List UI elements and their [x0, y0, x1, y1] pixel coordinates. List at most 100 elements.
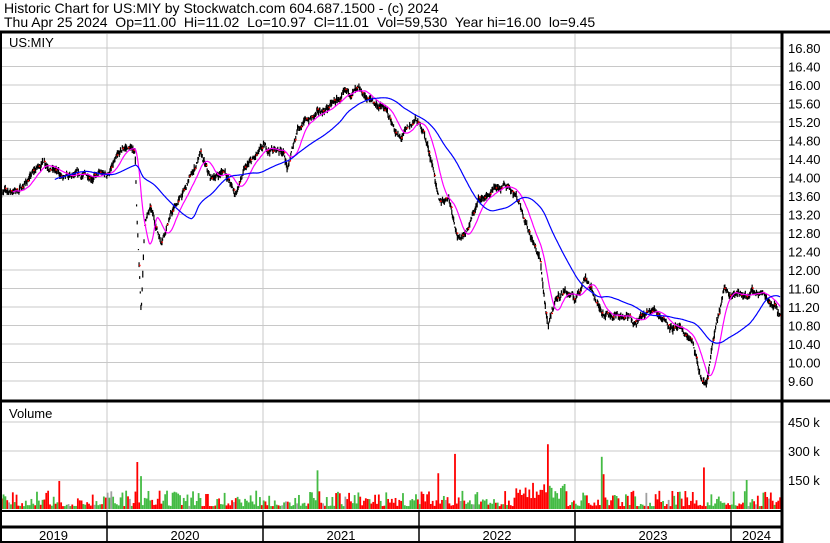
volume-bar	[363, 500, 365, 509]
close-mark	[523, 217, 526, 220]
close-mark	[512, 190, 514, 193]
close-mark	[200, 150, 202, 152]
grid	[0, 34, 782, 543]
volume-bar	[333, 505, 336, 509]
volume-bar	[485, 499, 488, 509]
volume-bar	[494, 502, 497, 509]
price-tick-label: 10.80	[788, 319, 821, 334]
volume-bar	[498, 506, 501, 509]
volume-bar	[608, 505, 611, 509]
volume-bar	[23, 506, 25, 509]
volume-bar	[67, 504, 70, 509]
close-mark	[244, 166, 247, 168]
volume-bar	[686, 497, 689, 509]
volume-bar	[381, 506, 384, 509]
volume-bar	[539, 489, 542, 509]
volume-bar	[167, 505, 170, 509]
volume-bar	[353, 495, 356, 509]
volume-bar	[461, 490, 464, 509]
close-mark	[55, 169, 57, 171]
volume-bar	[136, 462, 139, 509]
volume-bar	[101, 504, 103, 509]
close-mark	[317, 108, 319, 110]
volume-bar	[758, 506, 761, 509]
volume-bar	[727, 503, 729, 509]
volume-bar	[558, 498, 560, 509]
close-mark	[362, 91, 364, 94]
volume-bar	[195, 501, 198, 509]
volume-bar	[678, 491, 681, 509]
close-mark	[668, 324, 671, 326]
volume-bar	[272, 506, 274, 509]
volume-bar	[571, 502, 573, 509]
close-mark	[534, 245, 537, 247]
volume-bar	[766, 496, 769, 509]
date-axis: 2019 2020 2021 2022 2023 2024	[39, 528, 771, 543]
volume-bar	[493, 499, 495, 509]
volume-bar	[359, 496, 362, 509]
close-mark	[77, 172, 80, 175]
volume-bar	[6, 500, 9, 509]
close-mark	[651, 310, 654, 313]
close-mark	[434, 174, 436, 177]
chart-title: Historic Chart for US:MIY by Stockwatch.…	[4, 0, 439, 16]
volume-bar	[606, 499, 609, 509]
volume-bar	[463, 500, 466, 509]
volume-bar	[132, 503, 135, 509]
volume-bar	[145, 498, 148, 509]
volume-bar	[535, 491, 538, 509]
close-mark	[690, 337, 693, 340]
close-mark	[94, 173, 96, 176]
volume-bar	[554, 491, 557, 509]
volume-bar	[664, 505, 666, 509]
volume-bar	[532, 482, 534, 509]
close-mark	[573, 298, 576, 300]
volume-bar	[355, 503, 358, 509]
volume-bar	[147, 490, 150, 509]
close-mark	[122, 147, 124, 150]
volume-bar	[420, 491, 423, 509]
long-moving-average-line	[54, 97, 781, 344]
volume-bar	[91, 494, 94, 509]
volume-bar	[561, 485, 564, 509]
year-label: 2021	[327, 528, 356, 543]
volume-bar	[197, 493, 200, 509]
close-mark	[467, 227, 470, 230]
volume-bar	[37, 500, 40, 509]
volume-tick-label: 450 k	[788, 415, 820, 430]
volume-bar	[19, 505, 22, 509]
year-label: 2024	[742, 528, 771, 543]
close-mark	[729, 294, 732, 297]
close-mark	[551, 312, 554, 315]
volume-bar	[407, 506, 410, 509]
close-mark	[724, 287, 726, 290]
close-mark	[696, 356, 698, 359]
volume-bar	[587, 503, 590, 509]
volume-bar	[779, 497, 782, 509]
volume-bar	[595, 505, 598, 509]
volume-bar	[190, 497, 193, 509]
volume-bar	[552, 497, 555, 509]
volume-bar	[290, 506, 293, 509]
volume-bar	[255, 490, 258, 509]
volume-bar	[21, 503, 24, 509]
volume-bar	[277, 505, 280, 509]
volume-bar	[62, 506, 64, 509]
volume-bar	[264, 501, 267, 509]
volume-bar	[220, 504, 222, 509]
close-mark	[16, 188, 18, 190]
close-mark	[345, 88, 347, 91]
close-mark	[211, 177, 214, 180]
short-moving-average-line	[12, 90, 781, 377]
volume-bar	[660, 501, 663, 509]
volume-bar	[342, 506, 345, 509]
close-mark	[657, 313, 659, 315]
volume-bar	[218, 498, 220, 509]
volume-bar	[73, 505, 76, 509]
close-mark	[674, 326, 676, 329]
close-mark	[389, 117, 392, 119]
volume-bar	[695, 500, 698, 509]
volume-bar	[411, 498, 414, 509]
volume-bar	[149, 500, 152, 509]
close-mark	[640, 314, 643, 316]
